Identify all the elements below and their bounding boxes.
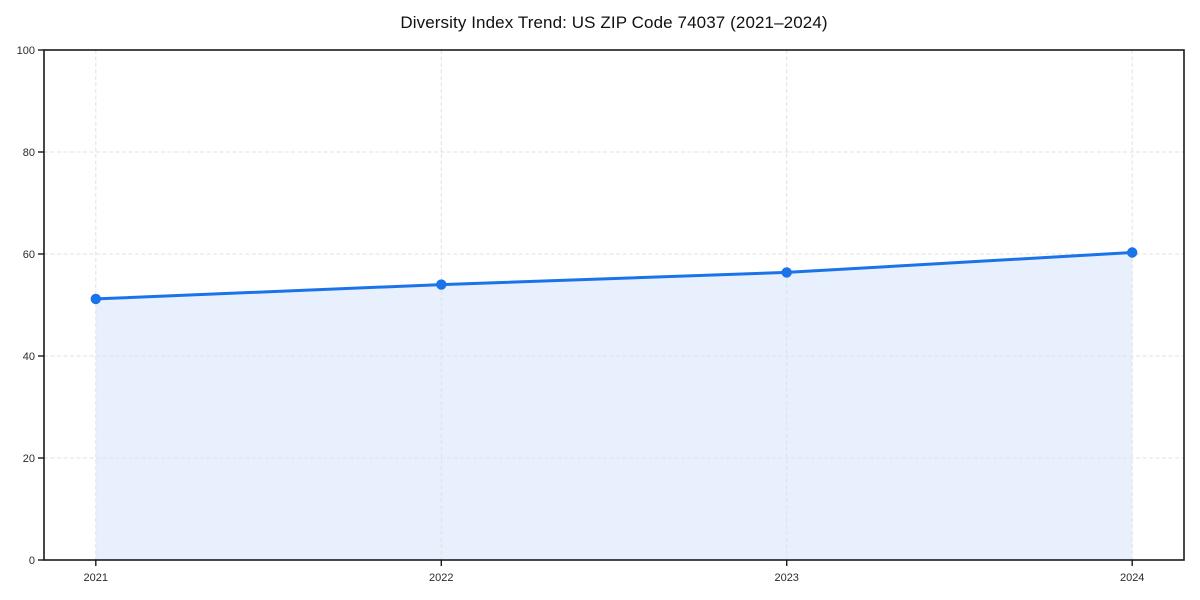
y-tick-label: 0 bbox=[29, 555, 35, 567]
x-tick-label: 2022 bbox=[429, 572, 453, 584]
y-tick-label: 60 bbox=[23, 249, 35, 261]
chart-title: Diversity Index Trend: US ZIP Code 74037… bbox=[400, 13, 828, 32]
y-tick-label: 80 bbox=[23, 147, 35, 159]
y-tick-label: 100 bbox=[17, 45, 35, 57]
plot-border bbox=[43, 49, 1185, 561]
x-tick-label: 2023 bbox=[774, 572, 798, 584]
y-tick-label: 20 bbox=[23, 453, 35, 465]
y-tick-label: 40 bbox=[23, 351, 35, 363]
data-point-2023 bbox=[781, 267, 792, 278]
trend-line bbox=[94, 251, 1134, 301]
data-point-2022 bbox=[436, 279, 447, 290]
area-fill bbox=[95, 252, 1133, 560]
x-tick-label: 2021 bbox=[84, 572, 108, 584]
x-tick-label: 2024 bbox=[1120, 572, 1144, 584]
data-point-2024 bbox=[1127, 247, 1138, 258]
data-point-2021 bbox=[90, 293, 102, 305]
